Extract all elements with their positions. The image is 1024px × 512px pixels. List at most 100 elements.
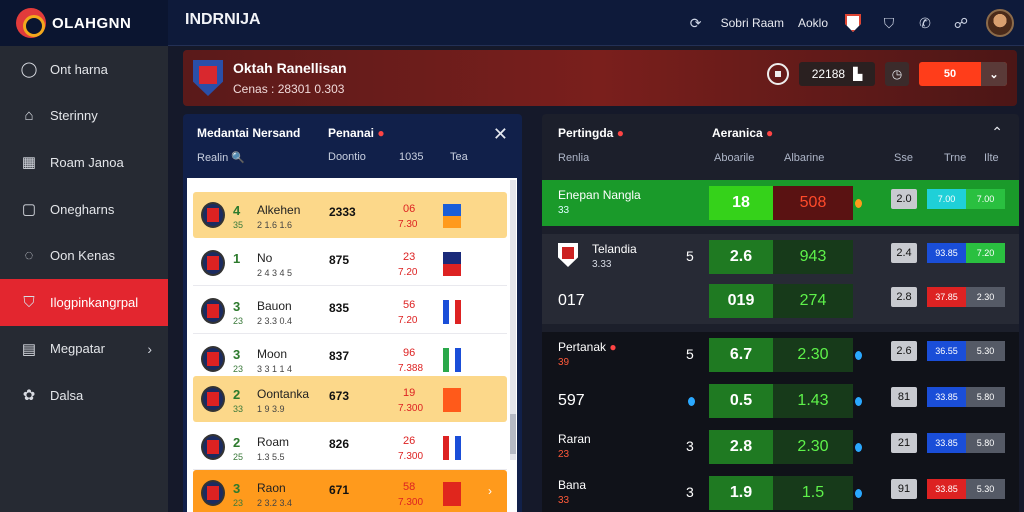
pill-left[interactable]: 7.00 — [927, 189, 966, 209]
odd-button[interactable]: 508 — [773, 186, 853, 220]
table-row[interactable]: Pertanak ● 39 5 6.7 2.30 2.6 36.55 5.30 — [542, 332, 1019, 378]
column-header[interactable]: Sse — [894, 152, 913, 164]
table-row[interactable]: 2 25 Roam 1.3 5.5 826 26 7.300 — [193, 424, 507, 470]
table-row[interactable]: 3 23 Raon 2 3.2 3.4 671 58 7.300 › — [193, 470, 507, 512]
avatar[interactable] — [986, 9, 1014, 37]
sidebar-item-7[interactable]: ✿ Dalsa — [0, 372, 168, 419]
pill-left[interactable]: 37.85 — [927, 287, 966, 307]
odd[interactable]: 26 — [403, 435, 416, 447]
clock-button[interactable]: ◷ — [885, 62, 909, 86]
column-header[interactable]: Aboarile — [714, 152, 755, 164]
league-badge-icon[interactable] — [842, 12, 864, 34]
odd-button[interactable]: 6.7 — [709, 338, 773, 372]
pill-left[interactable]: 33.85 — [927, 387, 966, 407]
left-sub-3[interactable]: 1035 — [399, 151, 424, 163]
odd-button[interactable]: 2.30 — [773, 338, 853, 372]
live-button[interactable]: 50 ⌄ — [919, 62, 1007, 86]
chevron-right-icon[interactable]: › — [488, 484, 492, 498]
left-panel-tab[interactable]: Penanai ● — [328, 126, 385, 140]
pill-right[interactable]: 5.80 — [966, 433, 1005, 453]
line-value[interactable]: 81 — [891, 387, 917, 407]
top-link-2[interactable]: Aoklo — [797, 16, 828, 30]
chevron-down-icon[interactable]: ⌄ — [981, 62, 1007, 86]
odd[interactable]: 58 — [403, 481, 416, 493]
logo[interactable]: OLAHGNN — [0, 0, 168, 46]
pill-right[interactable]: 7.20 — [966, 243, 1005, 263]
odd-button[interactable]: 2.8 — [709, 430, 773, 464]
odd-button[interactable]: 2.30 — [773, 430, 853, 464]
odd-button[interactable]: 1.5 — [773, 476, 853, 510]
line-value[interactable]: 2.8 — [891, 287, 917, 307]
odds-pill[interactable]: 37.85 2.30 — [927, 287, 1005, 307]
line-value[interactable]: 2.4 — [891, 243, 917, 263]
line-value[interactable]: 2.0 — [891, 189, 917, 209]
pill-left[interactable]: 33.85 — [927, 479, 966, 499]
left-sub-1[interactable]: Realin 🔍 — [197, 151, 245, 164]
line-value[interactable]: 21 — [891, 433, 917, 453]
odd[interactable]: 56 — [403, 299, 416, 311]
pill-right[interactable]: 5.80 — [966, 387, 1005, 407]
left-sub-4[interactable]: Tea — [450, 151, 468, 163]
table-row[interactable]: Enepan Nangla 33 18 508 2.0 7.00 7.00 — [542, 180, 1019, 226]
odd[interactable]: 96 — [403, 347, 416, 359]
table-row[interactable]: 1 No 2 4 3 4 5 875 23 7.20 — [193, 240, 507, 286]
sidebar-item-3[interactable]: ▢ Onegharns — [0, 186, 168, 233]
line-value[interactable]: 91 — [891, 479, 917, 499]
sidebar-item-1[interactable]: ⌂ Sterinny — [0, 93, 168, 140]
sidebar-item-5-active[interactable]: ⛉ Ilogpinkangrpal — [0, 278, 168, 326]
close-icon[interactable]: ✕ — [492, 124, 508, 144]
column-header[interactable]: Trne — [944, 152, 967, 164]
table-row[interactable]: 2 33 Oontanka 1 9 3.9 673 19 7.300 — [193, 376, 507, 422]
scrollbar-thumb[interactable] — [510, 414, 516, 454]
odd-button[interactable]: 943 — [773, 240, 853, 274]
odds-pill[interactable]: 33.85 5.80 — [927, 433, 1005, 453]
top-link-1[interactable]: Sobri Raam — [720, 16, 784, 30]
table-row[interactable]: 3 23 Bauon 2 3.3 0.4 835 56 7.20 — [193, 288, 507, 334]
table-row[interactable]: 3 23 Moon 3 3 1 1 4 837 96 7.388 — [193, 336, 507, 382]
scrollbar[interactable] — [510, 180, 516, 460]
table-row[interactable]: 017 019 274 2.8 37.85 2.30 — [542, 278, 1019, 324]
sidebar-item-0[interactable]: ◯ Ont harna — [0, 46, 168, 93]
shield-icon[interactable]: ⛉ — [883, 14, 895, 31]
search-icon[interactable]: 🔍 — [231, 152, 245, 164]
pill-left[interactable]: 33.85 — [927, 433, 966, 453]
chevron-up-icon[interactable]: ⌃ — [991, 124, 1003, 140]
odd[interactable]: 23 — [403, 251, 416, 263]
odds-pill[interactable]: 33.85 5.30 — [927, 479, 1005, 499]
pill-right[interactable]: 5.30 — [966, 341, 1005, 361]
odd-button[interactable]: 18 — [709, 186, 773, 220]
line-value[interactable]: 2.6 — [891, 341, 917, 361]
pill-right[interactable]: 5.30 — [966, 479, 1005, 499]
phone-icon[interactable]: ✆ — [919, 14, 931, 31]
odds-pill[interactable]: 36.55 5.30 — [927, 341, 1005, 361]
left-sub-2[interactable]: Doontio — [328, 151, 366, 163]
column-header[interactable]: Renlia — [558, 152, 590, 164]
odd[interactable]: 06 — [403, 203, 416, 215]
odd-button[interactable]: 0.5 — [709, 384, 773, 418]
odds-pill[interactable]: 93.85 7.20 — [927, 243, 1005, 263]
table-row[interactable]: 4 35 Alkehen 2 1.6 1.6 2333 06 7.30 — [193, 192, 507, 238]
chat-icon[interactable]: ☍ — [953, 14, 969, 31]
odds-pill[interactable]: 7.00 7.00 — [927, 189, 1005, 209]
table-row[interactable]: Raran 23 3 2.8 2.30 21 33.85 5.80 — [542, 424, 1019, 470]
pill-right[interactable]: 7.00 — [966, 189, 1005, 209]
refresh-icon[interactable]: ⟳ — [689, 14, 702, 31]
odd-button[interactable]: 274 — [773, 284, 853, 318]
odd-button[interactable]: 019 — [709, 284, 773, 318]
odd-button[interactable]: 1.43 — [773, 384, 853, 418]
odd-button[interactable]: 1.9 — [709, 476, 773, 510]
column-header[interactable]: Ilte — [984, 152, 999, 164]
table-row[interactable]: Telandia 3.33 5 2.6 943 2.4 93.85 7.20 — [542, 234, 1019, 280]
odds-pill[interactable]: 33.85 5.80 — [927, 387, 1005, 407]
sidebar-item-2[interactable]: ▦ Roam Janoa — [0, 139, 168, 186]
table-row[interactable]: 597 0.5 1.43 81 33.85 5.80 — [542, 378, 1019, 424]
pill-right[interactable]: 2.30 — [966, 287, 1005, 307]
football-icon[interactable] — [767, 63, 789, 85]
table-row[interactable]: Bana 33 3 1.9 1.5 91 33.85 5.30 — [542, 470, 1019, 512]
pill-left[interactable]: 93.85 — [927, 243, 966, 263]
odd[interactable]: 19 — [403, 387, 416, 399]
sidebar-item-4[interactable]: ◌ Oon Kenas — [0, 232, 168, 279]
odd-button[interactable]: 2.6 — [709, 240, 773, 274]
pill-left[interactable]: 36.55 — [927, 341, 966, 361]
column-header[interactable]: Albarine — [784, 152, 825, 164]
